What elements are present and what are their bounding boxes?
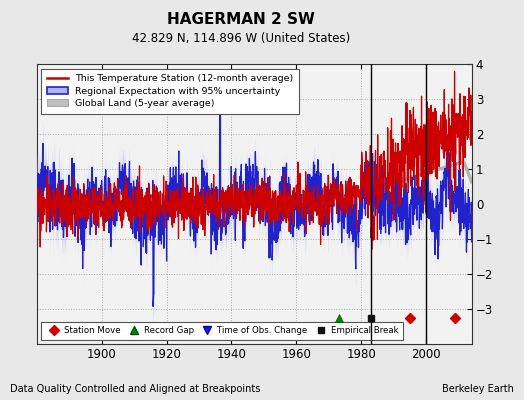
Legend: Station Move, Record Gap, Time of Obs. Change, Empirical Break: Station Move, Record Gap, Time of Obs. C…: [41, 322, 403, 340]
Text: Data Quality Controlled and Aligned at Breakpoints: Data Quality Controlled and Aligned at B…: [10, 384, 261, 394]
Text: Berkeley Earth: Berkeley Earth: [442, 384, 514, 394]
Text: 42.829 N, 114.896 W (United States): 42.829 N, 114.896 W (United States): [132, 32, 350, 45]
Text: HAGERMAN 2 SW: HAGERMAN 2 SW: [167, 12, 315, 27]
